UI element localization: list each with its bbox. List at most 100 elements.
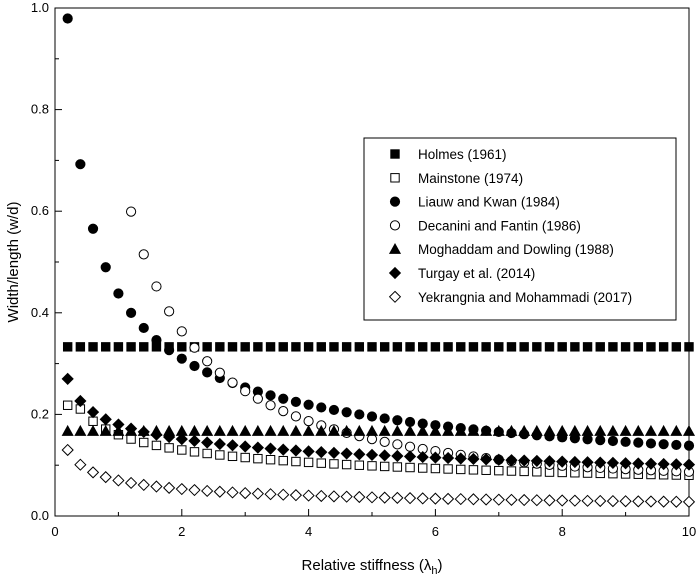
data-point <box>467 493 480 506</box>
data-point <box>62 342 73 352</box>
data-point <box>633 342 643 352</box>
data-point <box>265 400 276 411</box>
data-point <box>404 441 416 452</box>
data-point <box>188 483 201 497</box>
data-point <box>189 447 200 457</box>
data-point <box>645 438 657 449</box>
data-point <box>341 407 352 418</box>
data-point <box>391 491 404 504</box>
data-point <box>303 457 314 468</box>
data-point <box>367 461 377 471</box>
data-point <box>353 448 366 461</box>
data-point <box>670 424 683 436</box>
data-point <box>100 262 111 273</box>
data-point <box>202 448 212 459</box>
data-point <box>416 450 429 464</box>
data-point <box>302 489 315 502</box>
data-point <box>315 489 328 503</box>
data-point <box>189 342 200 353</box>
legend-label: Mainstone (1974) <box>418 171 523 186</box>
data-point <box>164 306 175 317</box>
data-point <box>684 342 694 352</box>
data-point <box>378 449 391 462</box>
data-point <box>556 455 569 468</box>
data-point <box>532 342 542 352</box>
data-point <box>240 342 250 352</box>
data-point <box>239 486 252 500</box>
data-point <box>240 386 251 397</box>
data-point <box>278 342 288 352</box>
data-point <box>124 422 138 435</box>
data-point <box>278 455 288 466</box>
data-point <box>177 342 187 352</box>
data-point <box>164 443 174 453</box>
data-point <box>658 342 669 352</box>
legend-marker <box>389 196 401 207</box>
data-point <box>99 413 112 426</box>
x-axis-title: Relative stiffness (λh) <box>302 557 443 577</box>
data-point <box>61 443 74 457</box>
data-point <box>379 342 390 352</box>
data-point <box>75 159 86 170</box>
data-point <box>75 342 86 352</box>
data-point <box>125 206 137 217</box>
data-point <box>456 342 466 352</box>
data-point <box>480 493 493 506</box>
data-point <box>480 424 493 436</box>
data-point <box>327 490 341 503</box>
data-point <box>392 342 403 352</box>
data-point <box>480 453 493 466</box>
data-point <box>265 454 276 465</box>
data-point <box>657 424 670 436</box>
data-point <box>492 424 505 436</box>
data-point <box>646 342 656 352</box>
data-point <box>253 342 263 352</box>
data-point <box>138 322 149 334</box>
data-point <box>657 457 670 471</box>
data-point <box>568 455 581 469</box>
data-point <box>582 342 593 352</box>
data-point <box>633 437 644 448</box>
legend-label: Yekrangnia and Mohammadi (2017) <box>418 290 632 305</box>
data-point <box>443 342 453 352</box>
data-point <box>683 440 695 451</box>
data-point <box>492 453 505 466</box>
data-point <box>61 372 74 385</box>
data-point <box>340 447 353 460</box>
data-point <box>619 495 632 508</box>
data-point <box>367 342 377 352</box>
data-point <box>151 281 162 292</box>
data-point <box>99 471 112 484</box>
data-point <box>277 488 290 501</box>
data-point <box>175 482 188 496</box>
data-point <box>418 463 428 473</box>
data-point <box>138 249 149 260</box>
data-point <box>556 494 569 507</box>
data-point <box>278 393 289 404</box>
y-tick-label: 0.4 <box>31 305 49 320</box>
data-point <box>519 342 529 352</box>
data-point <box>392 462 403 472</box>
data-point <box>302 424 315 436</box>
data-point <box>150 480 163 493</box>
data-point <box>277 443 290 456</box>
data-point <box>416 424 429 436</box>
data-point <box>163 481 176 494</box>
data-point <box>253 453 263 464</box>
data-point <box>226 439 239 452</box>
data-point <box>391 424 404 436</box>
legend-marker <box>390 173 400 183</box>
data-point <box>581 456 594 469</box>
data-point <box>468 342 479 352</box>
data-point <box>290 411 302 422</box>
y-axis: 0.0 0.2 0.4 0.6 0.8 1.0 <box>31 0 62 523</box>
data-point <box>518 493 531 507</box>
data-point <box>328 404 340 416</box>
data-point <box>671 439 682 451</box>
data-point <box>226 486 239 499</box>
data-point <box>441 492 455 505</box>
data-point <box>557 342 567 352</box>
data-point <box>327 424 341 436</box>
data-point <box>265 342 276 352</box>
